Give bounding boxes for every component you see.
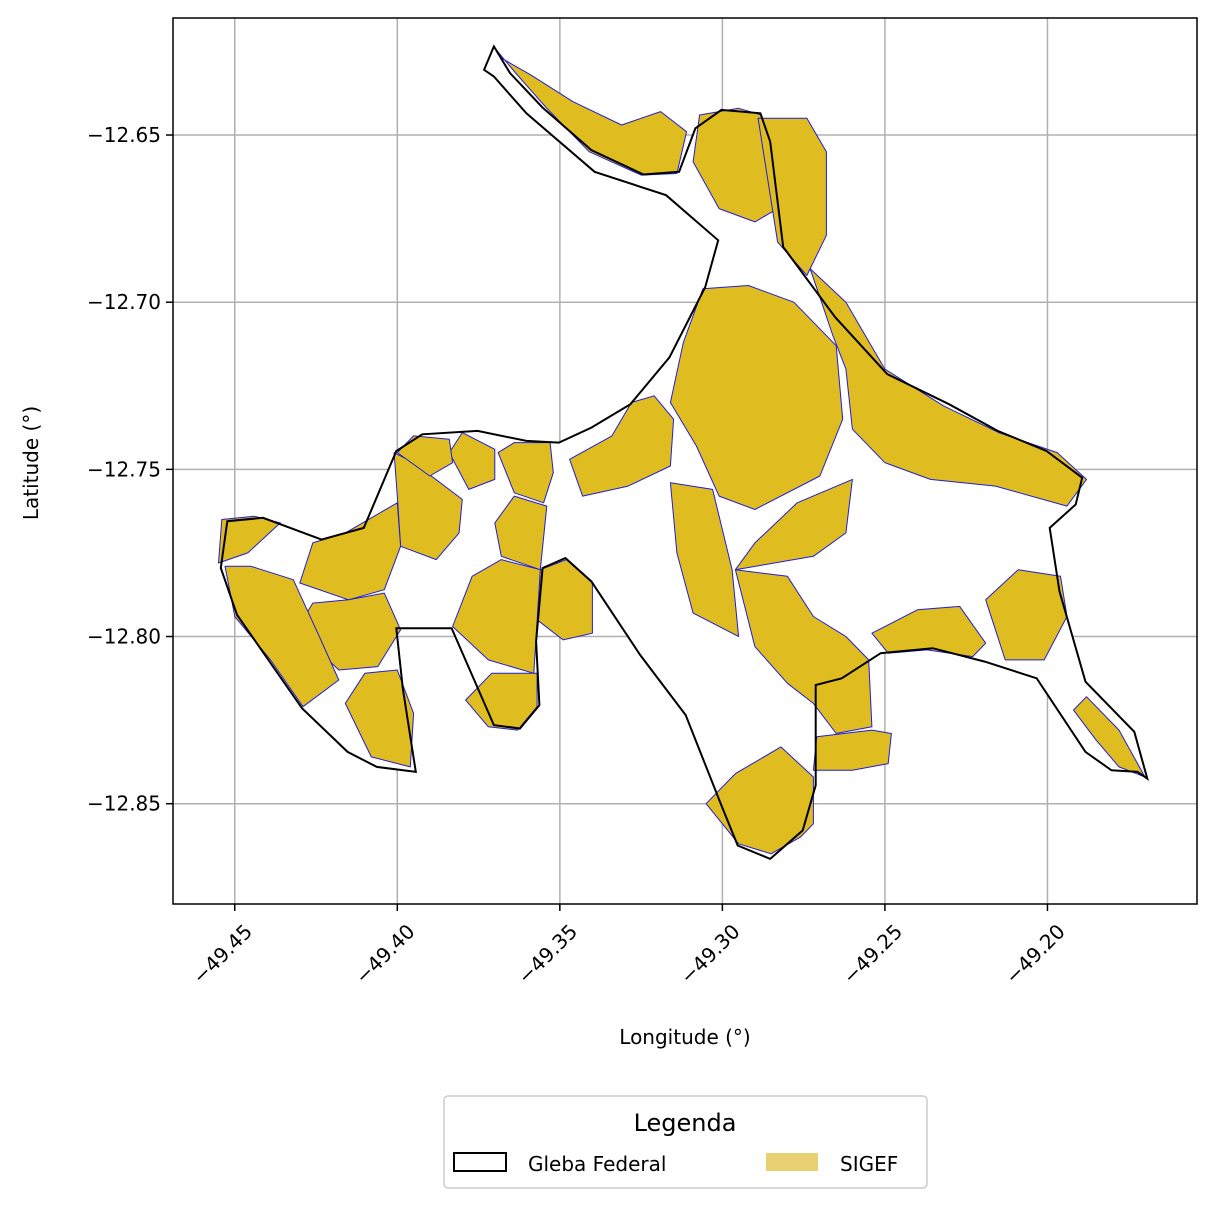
sigef-parcel-25	[494, 495, 548, 571]
sigef-parcel-3	[809, 268, 1087, 507]
sigef-parcel-5	[569, 395, 675, 497]
sigef-parcel-9	[812, 729, 892, 771]
sigef-parcel-20	[344, 669, 415, 768]
y-tick-label-2: −12.75	[87, 457, 161, 481]
plot-frame	[172, 17, 1198, 905]
x-axis-title: Longitude (°)	[619, 1025, 750, 1049]
legend-label-gleba-federal: Gleba Federal	[528, 1152, 666, 1176]
sigef-parcel-10	[705, 746, 814, 855]
sigef-parcel-23	[448, 432, 496, 490]
y-tick-label-0: −12.65	[87, 123, 161, 147]
sigef-parcel-0	[494, 47, 688, 176]
y-tick-label-1: −12.70	[87, 290, 161, 314]
sigef-parcels	[218, 47, 1146, 855]
y-tick-label-3: −12.80	[87, 625, 161, 649]
legend-swatch-gleba-federal	[453, 1152, 507, 1172]
y-tick-label-4: −12.85	[87, 792, 161, 816]
legend-title: Legenda	[634, 1109, 737, 1137]
gleba-area	[220, 46, 1148, 859]
map-layer	[218, 44, 1149, 861]
y-axis-title: Latitude (°)	[19, 406, 43, 520]
y-axis-ticks: −12.65 −12.70 −12.75 −12.80 −12.85	[87, 123, 173, 816]
sigef-parcel-18	[299, 502, 402, 601]
legend-label-sigef: SIGEF	[840, 1152, 898, 1176]
sigef-parcel-21	[224, 565, 340, 708]
sigef-parcel-2	[757, 117, 827, 276]
sigef-parcel-8	[734, 569, 873, 734]
legend-swatch-sigef	[766, 1153, 818, 1171]
sigef-parcel-13	[1073, 696, 1146, 778]
gleba-federal-boundary	[219, 44, 1149, 861]
sigef-parcel-4	[669, 285, 844, 510]
sigef-parcel-7	[669, 482, 740, 637]
sigef-parcel-24	[497, 442, 554, 504]
legend: Legenda Gleba Federal SIGEF	[443, 1095, 928, 1189]
